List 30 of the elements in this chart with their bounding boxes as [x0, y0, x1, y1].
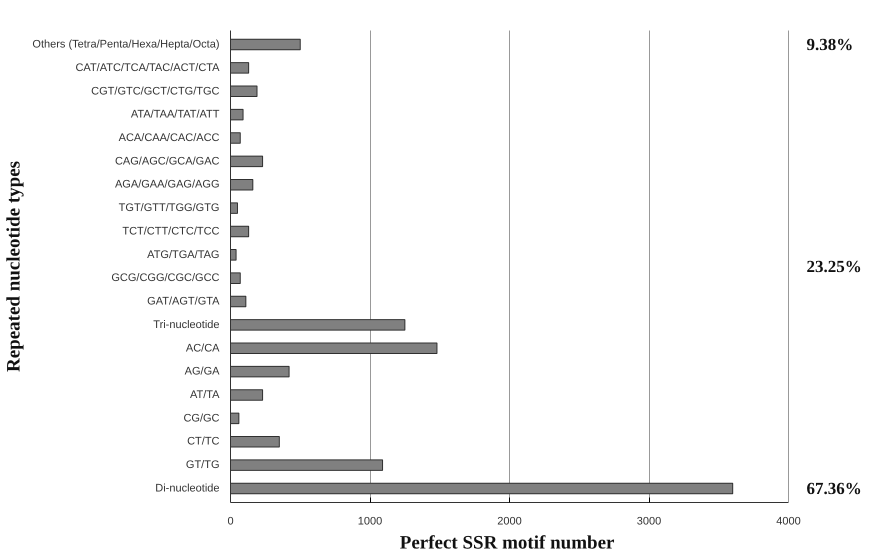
y-tick-label: GAT/AGT/GTA: [147, 296, 220, 308]
y-tick-label: Di-nucleotide: [155, 482, 220, 494]
y-tick-label: ATG/TGA/TAG: [147, 248, 220, 261]
y-tick-label: GT/TG: [186, 459, 220, 472]
y-tick-label: CT/TC: [187, 436, 220, 448]
y-tick-label: GCG/CGG/CGC/GCC: [111, 272, 220, 284]
y-tick-label: AGA/GAA/GAG/AGG: [114, 178, 220, 191]
y-tick-label: AG/GA: [184, 366, 220, 378]
x-tick-label: 1000: [358, 516, 382, 528]
y-tick-label: CAG/AGC/GCA/GAC: [114, 155, 220, 168]
y-tick-label: CAT/ATC/TCA/TAC/ACT/CTA: [75, 62, 220, 74]
y-axis-title: Repeated nucleotide types: [3, 160, 24, 372]
x-tick-label: 2000: [497, 516, 522, 528]
y-tick-label: ATA/TAA/TAT/ATT: [130, 108, 220, 121]
x-tick-label: 3000: [636, 516, 662, 528]
y-tick-label: AT/TA: [190, 389, 220, 402]
y-tick-label: TCT/CTT/CTC/TCC: [122, 225, 220, 238]
y-tick-label: TGT/GTT/TGG/GTG: [118, 202, 220, 214]
y-tick-label: Others (Tetra/Penta/Hexa/Hepta/Octa): [32, 38, 220, 51]
y-tick-label: ACA/CAA/CAC/ACC: [118, 132, 220, 144]
y-tick-label: CG/GC: [183, 412, 220, 424]
y-tick-label: AC/CA: [186, 342, 220, 354]
text: 67.36%: [806, 478, 862, 498]
y-tick-label: CGT/GTC/GCT/CTG/TGC: [91, 85, 220, 98]
text: 9.38%: [806, 35, 854, 54]
text: 23.25%: [806, 257, 862, 276]
y-tick-label: Tri-nucleotide: [153, 318, 220, 331]
x-tick-label: 0: [227, 516, 234, 528]
x-tick-label: 4000: [776, 516, 801, 528]
x-axis-title: Perfect SSR motif number: [400, 532, 616, 554]
